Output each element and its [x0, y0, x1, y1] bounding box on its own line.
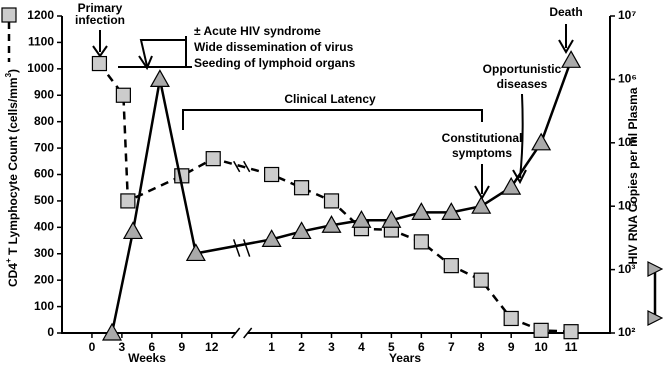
y-axis-title-part: ) [6, 69, 20, 73]
annotation: symptoms [452, 146, 512, 160]
y2-tick-label: 10⁵ [618, 135, 637, 149]
x-tick-label: 11 [565, 340, 578, 354]
y-axis-title-part: + [4, 258, 13, 263]
y-axis-title-part: 3 [4, 72, 13, 77]
y2-tick-label: 10⁷ [618, 8, 636, 22]
data-point [264, 166, 280, 183]
annotation: Clinical Latency [284, 92, 376, 106]
y-tick-label: 1100 [28, 35, 54, 49]
x-tick-label: 12 [205, 340, 219, 354]
data-point [185, 243, 206, 262]
x-tick-label: 7 [448, 340, 455, 354]
data-point [293, 180, 310, 196]
x-tick-label: 0 [89, 340, 96, 354]
x-tick-label: 6 [418, 340, 425, 354]
y-tick-label: 300 [34, 246, 54, 260]
data-point [533, 322, 549, 338]
annotation: Wide dissemination of virus [194, 40, 354, 54]
annotation: Opportunistic [483, 62, 562, 76]
data-point [411, 202, 432, 220]
data-point [91, 55, 108, 72]
y-tick-label: 800 [34, 114, 54, 128]
data-point [291, 221, 312, 240]
annotation: Seeding of lymphoid organs [194, 56, 356, 70]
data-point [413, 234, 429, 250]
x-tick-label: 4 [358, 340, 365, 354]
x-tick-label: 9 [508, 340, 515, 354]
y-tick-label: 200 [34, 272, 54, 286]
data-point [321, 215, 342, 233]
y2-tick-label: 10³ [618, 262, 635, 276]
annotation: Death [549, 5, 582, 19]
data-point [561, 50, 582, 68]
x-tick-label: 6 [148, 340, 155, 354]
x-group-label: Years [389, 351, 421, 365]
y-axis-title-part: T Lymphocyte Count (cells/mm [6, 77, 20, 258]
data-point [443, 258, 459, 274]
annotation: Primary [78, 1, 123, 15]
y-tick-label: 100 [34, 299, 54, 313]
legend-icons [1, 7, 663, 326]
data-point [501, 176, 522, 195]
y-tick-label: 1200 [27, 8, 54, 22]
data-point [473, 272, 489, 288]
x-tick-label: 3 [119, 340, 126, 354]
data-point [351, 210, 372, 228]
y-tick-label: 600 [34, 167, 54, 181]
x-tick-label: 5 [388, 340, 395, 354]
x-tick-label: 8 [478, 340, 485, 354]
y-tick-label: 0 [47, 325, 54, 339]
data-point [101, 322, 123, 341]
annotation: ± Acute HIV syndrome [194, 24, 321, 38]
line-break [232, 160, 251, 257]
series-line [98, 62, 572, 333]
x-tick-label: 1 [268, 340, 275, 354]
data-point [149, 69, 170, 87]
y-tick-label: 1000 [27, 61, 54, 75]
x-tick-label: 3 [328, 340, 335, 354]
y2-tick-label: 10⁴ [618, 198, 637, 212]
data-point [531, 132, 552, 151]
x-tick-label: 2 [298, 340, 305, 354]
annotations: Primary infection ± Acute HIV syndrome W… [75, 1, 583, 365]
x-tick-label: 10 [534, 340, 548, 354]
data-point [120, 193, 136, 209]
data-point [261, 229, 282, 247]
x-tick-label: 9 [178, 340, 185, 354]
y-tick-label: 400 [34, 220, 54, 234]
data-point [471, 195, 492, 214]
y-axis-title-part: CD4 [6, 263, 20, 287]
y2-tick-label: 10⁶ [618, 72, 637, 86]
data-point [115, 87, 131, 103]
y2-tick-label: 10² [618, 325, 635, 339]
x-group-label: Weeks [128, 351, 166, 365]
y-tick-label: 500 [34, 193, 54, 207]
y2-axis-title: HIV RNA Copies per ml Plasma [626, 87, 640, 264]
data-point [205, 151, 221, 167]
data-point [323, 193, 340, 209]
data-point [122, 221, 143, 240]
data-point [381, 210, 402, 228]
data-point [563, 324, 579, 340]
annotation: Constitutional [442, 131, 523, 145]
y-tick-label: 700 [34, 140, 54, 154]
data-point [503, 310, 519, 327]
axis-break [231, 327, 253, 339]
data-point [441, 202, 462, 220]
annotation: diseases [497, 77, 548, 91]
y-tick-label: 900 [34, 87, 54, 101]
y-axis-title: CD4+ T Lymphocyte Count (cells/mm3) [4, 69, 20, 287]
annotation: infection [75, 13, 125, 27]
annotation-arrows [92, 24, 574, 200]
